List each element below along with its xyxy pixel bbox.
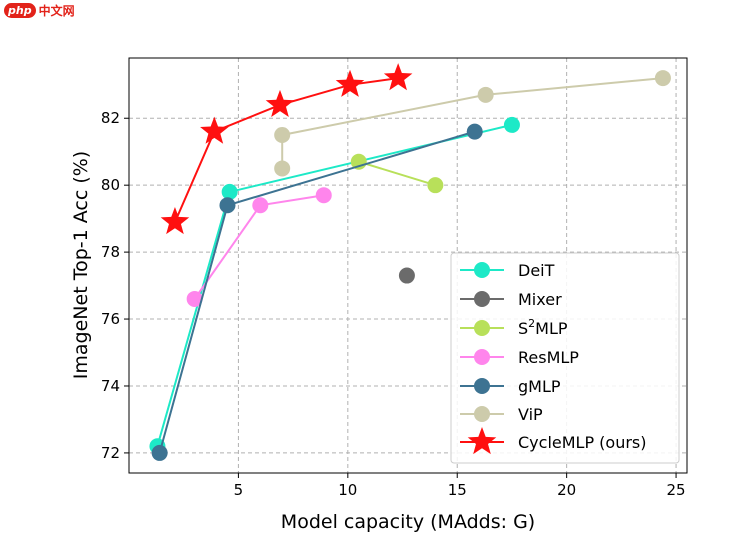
x-tick-label: 10: [338, 481, 357, 499]
data-point-resmlp: [252, 197, 269, 214]
y-axis-label: ImageNet Top-1 Acc (%): [70, 151, 92, 379]
watermark: php 中文网: [4, 2, 75, 19]
data-point-star-cyclemlp-ours: [160, 206, 190, 235]
data-point-s2mlp: [427, 177, 444, 194]
data-point-vip: [274, 126, 291, 143]
legend-marker-vip: [474, 406, 490, 422]
x-tick-label: 25: [667, 481, 686, 499]
watermark-text: 中文网: [38, 4, 75, 18]
legend-label-gmlp: gMLP: [518, 377, 561, 396]
legend-label-mixer: Mixer: [518, 290, 562, 309]
legend-label-s2mlp-sup: 2: [528, 317, 535, 330]
series-deit: [149, 116, 520, 455]
data-point-star-cyclemlp-ours: [335, 69, 365, 97]
legend-label-s2mlp-rest: MLP: [535, 319, 568, 338]
x-axis-label: Model capacity (MAdds: G): [281, 511, 535, 533]
series-gmlp: [151, 123, 483, 461]
legend-marker-resmlp: [474, 349, 490, 365]
plot-frame: [128, 57, 688, 474]
data-point-star-cyclemlp-ours: [383, 63, 413, 91]
y-tick-label: 78: [101, 243, 120, 261]
x-tick-label: 5: [234, 481, 244, 499]
data-point-vip: [477, 86, 494, 103]
data-point-mixer: [398, 267, 415, 284]
legend-label-vip: ViP: [518, 405, 543, 424]
legend-marker-cyclemlp-star-icon: [467, 427, 497, 455]
data-point-star-cyclemlp-ours: [200, 116, 229, 144]
ticks: 5 10 15 20 25 72 74 76 78 80 82: [101, 109, 686, 499]
y-tick-label: 82: [101, 109, 120, 127]
watermark-logo: php: [4, 3, 36, 18]
series-resmlp: [186, 187, 332, 307]
series-s2mlp: [350, 153, 444, 194]
data-point-gmlp: [151, 444, 168, 461]
series-cyclemlp-ours: [160, 63, 413, 235]
legend-label-deit: DeiT: [518, 261, 555, 280]
legend-label-cyclemlp: CycleMLP (ours): [518, 433, 647, 452]
series-layer: [149, 63, 671, 461]
data-point-vip: [274, 160, 291, 177]
legend-marker-mixer: [474, 291, 490, 307]
data-point-gmlp: [219, 197, 236, 214]
data-point-resmlp: [186, 290, 203, 307]
legend-label-s2mlp-base: S: [518, 319, 528, 338]
legend-marker-s2mlp: [474, 320, 490, 336]
legend-label-s2mlp: S2MLP: [518, 317, 568, 338]
data-point-gmlp: [466, 123, 483, 140]
data-point-star-cyclemlp-ours: [265, 89, 295, 117]
data-point-deit: [221, 183, 238, 200]
series-mixer: [398, 267, 415, 284]
data-point-vip: [654, 70, 671, 87]
legend-box: [450, 252, 680, 464]
series-line-vip: [281, 77, 663, 169]
series-vip: [274, 70, 671, 177]
y-tick-label: 74: [101, 377, 120, 395]
x-tick-label: 20: [557, 481, 576, 499]
series-line-gmlp: [158, 130, 475, 454]
legend-marker-deit: [474, 262, 490, 278]
series-line-s2mlp: [358, 160, 436, 187]
data-point-resmlp: [315, 187, 332, 204]
legend: DeiT Mixer S2MLP ResMLP gMLP ViP CycleML…: [450, 252, 680, 464]
y-tick-label: 72: [101, 444, 120, 462]
legend-marker-gmlp: [474, 378, 490, 394]
data-point-deit: [503, 116, 520, 133]
x-tick-label: 15: [448, 481, 467, 499]
y-tick-label: 80: [101, 176, 120, 194]
legend-label-resmlp: ResMLP: [518, 348, 579, 367]
y-tick-label: 76: [101, 310, 120, 328]
